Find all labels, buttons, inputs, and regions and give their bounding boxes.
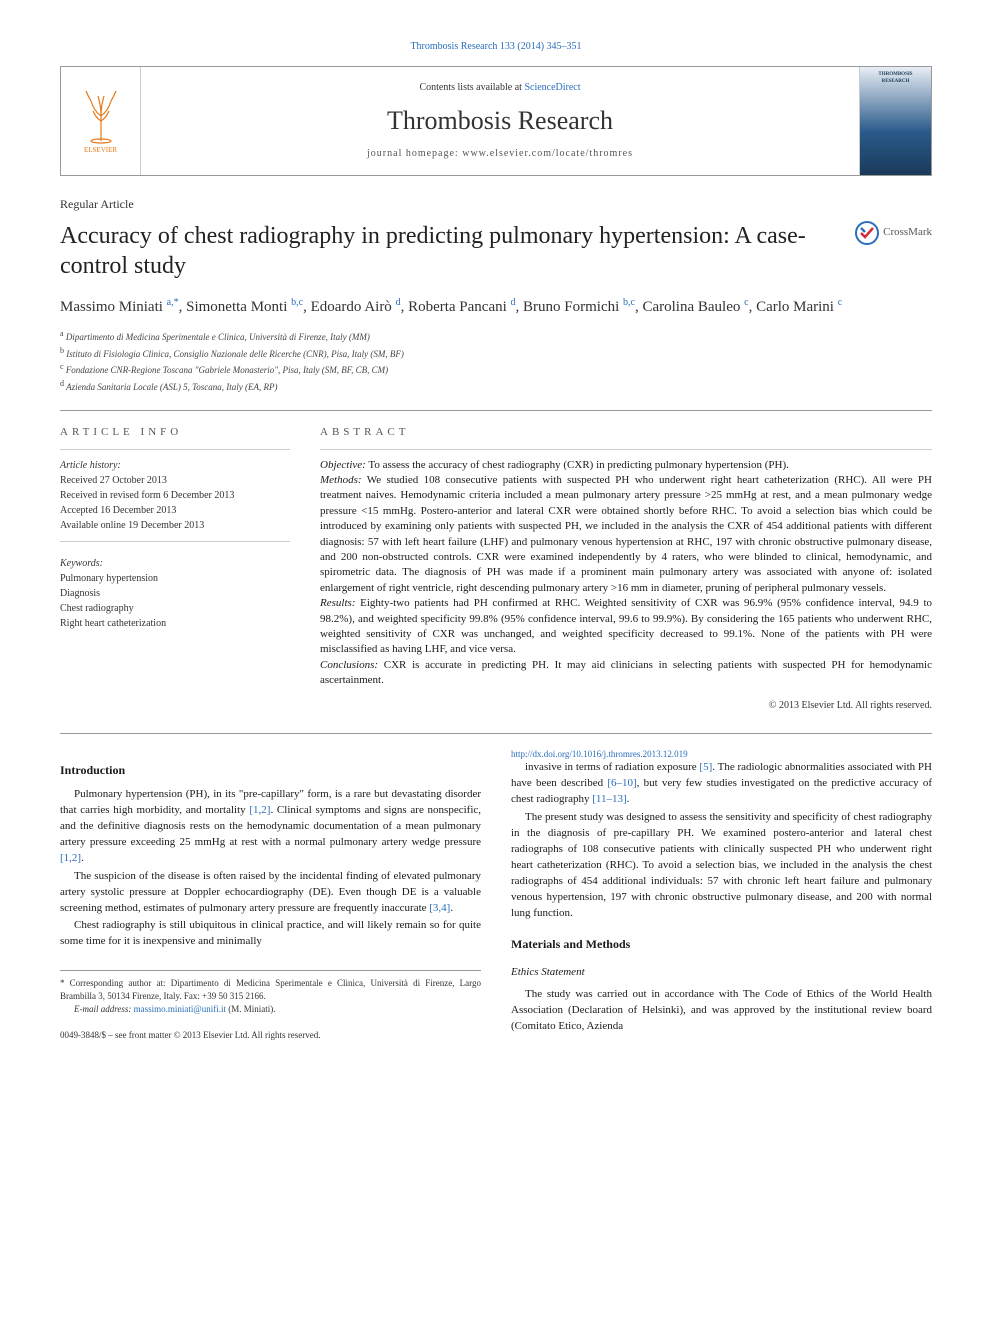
ethics-heading: Ethics Statement (511, 965, 932, 981)
abstract-methods: We studied 108 consecutive patients with… (320, 474, 932, 594)
body-paragraph: Pulmonary hypertension (PH), in its "pre… (60, 787, 481, 867)
history-label: Article history: (60, 458, 290, 473)
abstract-copyright: © 2013 Elsevier Ltd. All rights reserved… (320, 699, 932, 713)
body-paragraph: The present study was designed to assess… (511, 810, 932, 922)
contents-text: Contents lists available at (419, 82, 524, 93)
corr-label: * Corresponding author at: (60, 978, 166, 988)
keywords-label: Keywords: (60, 556, 290, 571)
methods-heading: Materials and Methods (511, 936, 932, 953)
ref-link[interactable]: [6–10] (607, 777, 636, 789)
ref-link[interactable]: [3,4] (429, 902, 450, 914)
body-paragraph: invasive in terms of radiation exposure … (511, 760, 932, 808)
article-info-label: ARTICLE INFO (60, 425, 290, 440)
journal-cover-thumbnail[interactable]: THROMBOSIS RESEARCH (859, 67, 931, 175)
article-type: Regular Article (60, 196, 932, 213)
doi-link[interactable]: http://dx.doi.org/10.1016/j.thromres.201… (511, 749, 688, 759)
history-item: Received in revised form 6 December 2013 (60, 488, 290, 503)
abstract-body: Objective: To assess the accuracy of che… (320, 458, 932, 689)
divider (60, 410, 932, 411)
banner-center: Contents lists available at ScienceDirec… (141, 67, 859, 175)
issn-line: 0049-3848/$ – see front matter © 2013 El… (60, 1029, 481, 1042)
crossmark-label: CrossMark (883, 225, 932, 240)
journal-homepage: journal homepage: www.elsevier.com/locat… (367, 147, 633, 161)
body-text: Introduction Pulmonary hypertension (PH)… (60, 748, 932, 1042)
abstract-results-label: Results: (320, 597, 355, 609)
affiliations: a Dipartimento di Medicina Sperimentale … (60, 328, 932, 394)
affiliation-item: d Azienda Sanitaria Locale (ASL) 5, Tosc… (60, 378, 932, 395)
contents-line: Contents lists available at ScienceDirec… (419, 81, 580, 95)
email-name: (M. Miniati). (228, 1004, 275, 1014)
abstract-conclusions: CXR is accurate in predicting PH. It may… (320, 659, 932, 686)
affiliation-item: c Fondazione CNR-Regione Toscana "Gabrie… (60, 361, 932, 378)
history-item: Accepted 16 December 2013 (60, 503, 290, 518)
divider-light (60, 449, 290, 450)
homepage-url[interactable]: www.elsevier.com/locate/thromres (462, 148, 633, 159)
history-item: Received 27 October 2013 (60, 473, 290, 488)
divider-light (320, 449, 932, 450)
publisher-name: ELSEVIER (84, 146, 117, 156)
ref-link[interactable]: [11–13] (592, 793, 626, 805)
body-paragraph: The suspicion of the disease is often ra… (60, 869, 481, 917)
article-info-column: ARTICLE INFO Article history: Received 2… (60, 425, 290, 712)
crossmark-badge[interactable]: CrossMark (855, 221, 932, 245)
email-label: E-mail address: (74, 1004, 131, 1014)
abstract-label: ABSTRACT (320, 425, 932, 440)
citation-link[interactable]: Thrombosis Research 133 (2014) 345–351 (60, 40, 932, 54)
homepage-label: journal homepage: (367, 148, 462, 159)
journal-name: Thrombosis Research (387, 103, 613, 139)
publisher-logo[interactable]: ELSEVIER (61, 67, 141, 175)
sciencedirect-link[interactable]: ScienceDirect (524, 82, 580, 93)
history-item: Available online 19 December 2013 (60, 518, 290, 533)
ethics-paragraph: The study was carried out in accordance … (511, 987, 932, 1035)
ref-link[interactable]: [1,2] (60, 852, 81, 864)
keywords: Keywords: Pulmonary hypertensionDiagnosi… (60, 556, 290, 631)
abstract-objective: To assess the accuracy of chest radiogra… (368, 459, 788, 471)
authors-list: Massimo Miniati a,*, Simonetta Monti b,c… (60, 295, 932, 319)
cover-text: THROMBOSIS RESEARCH (864, 71, 927, 85)
intro-heading: Introduction (60, 762, 481, 779)
title-row: Accuracy of chest radiography in predict… (60, 221, 932, 281)
keyword-item: Right heart catheterization (60, 616, 290, 631)
info-abstract-row: ARTICLE INFO Article history: Received 2… (60, 425, 932, 712)
abstract-conclusions-label: Conclusions: (320, 659, 378, 671)
article-title: Accuracy of chest radiography in predict… (60, 221, 835, 281)
corresponding-footnote: * Corresponding author at: Dipartimento … (60, 970, 481, 1015)
keyword-item: Pulmonary hypertension (60, 571, 290, 586)
elsevier-tree-icon (76, 86, 126, 146)
body-paragraph: Chest radiography is still ubiquitous in… (60, 918, 481, 950)
keyword-item: Diagnosis (60, 586, 290, 601)
abstract-objective-label: Objective: (320, 459, 366, 471)
divider (60, 733, 932, 734)
abstract-methods-label: Methods: (320, 474, 362, 486)
header-banner: ELSEVIER Contents lists available at Sci… (60, 66, 932, 176)
ref-link[interactable]: [5] (699, 761, 712, 773)
abstract-results: Eighty-two patients had PH confirmed at … (320, 597, 932, 655)
affiliation-item: b Istituto di Fisiologia Clinica, Consig… (60, 345, 932, 362)
keyword-item: Chest radiography (60, 601, 290, 616)
affiliation-item: a Dipartimento di Medicina Sperimentale … (60, 328, 932, 345)
divider-light (60, 541, 290, 542)
ref-link[interactable]: [1,2] (249, 804, 270, 816)
crossmark-icon (855, 221, 879, 245)
article-history: Article history: Received 27 October 201… (60, 458, 290, 533)
abstract-column: ABSTRACT Objective: To assess the accura… (320, 425, 932, 712)
email-link[interactable]: massimo.miniati@unifi.it (134, 1004, 226, 1014)
